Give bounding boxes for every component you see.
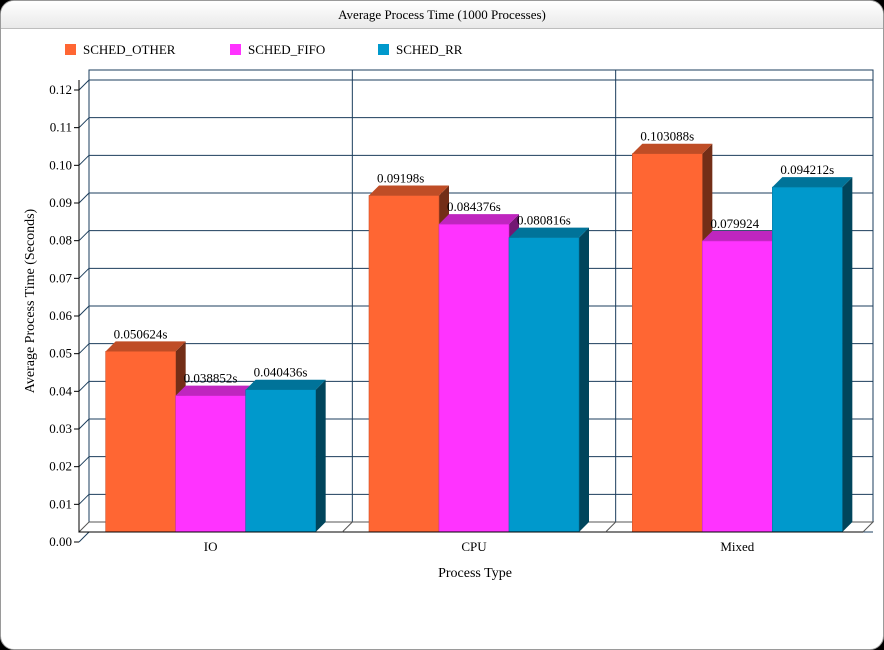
bars — [105, 143, 853, 533]
bar-sched-rr-cpu — [508, 237, 580, 533]
y-tick-label: 0.04 — [49, 383, 72, 398]
bar-sched-other-mixed — [632, 153, 703, 533]
data-label: 0.084376s — [447, 199, 501, 214]
y-gridline-depth — [78, 79, 90, 91]
bar-sched-rr-io — [245, 389, 316, 533]
y-tick-label: 0.01 — [49, 496, 72, 511]
data-label: 0.079924 — [710, 216, 759, 231]
data-label: 0.103088s — [640, 129, 694, 144]
y-gridline-depth — [78, 267, 90, 279]
y-tick-label: 0.08 — [49, 233, 72, 248]
bar-top — [175, 385, 256, 396]
chart-title: Average Process Time (1000 Processes) — [1, 1, 883, 29]
bar-sched-other-io — [105, 351, 176, 533]
x-tick-label: IO — [204, 539, 218, 554]
y-gridline-depth — [78, 531, 90, 543]
y-gridline-depth — [78, 192, 90, 204]
data-label: 0.038852s — [184, 371, 238, 386]
bar-sched-fifo-mixed — [702, 240, 773, 533]
bar-side — [315, 379, 326, 532]
data-label: 0.09198s — [377, 171, 424, 186]
legend-swatch-sched-other — [65, 44, 76, 55]
y-gridline-depth — [78, 343, 90, 355]
bar-top — [509, 227, 589, 238]
bar-sched-fifo-cpu — [438, 223, 510, 533]
y-gridline-depth — [78, 456, 90, 468]
y-gridline-depth — [78, 154, 90, 166]
legend-label-sched-rr: SCHED_RR — [396, 42, 463, 57]
y-tick-label: 0.10 — [49, 157, 72, 172]
x-tick-label: CPU — [461, 539, 487, 554]
data-label: 0.094212s — [780, 162, 834, 177]
bar-top — [105, 341, 186, 352]
bar-top — [245, 379, 326, 390]
bar-side — [842, 177, 853, 532]
bar-side — [579, 227, 589, 532]
y-tick-label: 0.05 — [49, 346, 72, 361]
data-label: 0.050624s — [114, 326, 168, 341]
y-gridline-depth — [78, 380, 90, 392]
bar-sched-rr-mixed — [772, 186, 843, 533]
x-axis-title: Process Type — [438, 566, 512, 581]
bar-top — [702, 230, 783, 241]
x-category-divider — [341, 521, 353, 533]
legend-label-sched-fifo: SCHED_FIFO — [248, 42, 326, 57]
y-gridline-depth — [78, 418, 90, 430]
bar-top — [369, 185, 449, 196]
bar-top — [439, 214, 519, 225]
y-tick-label: 0.09 — [49, 195, 72, 210]
legend-swatch-sched-rr — [378, 44, 389, 55]
y-tick-label: 0.06 — [49, 308, 72, 323]
axes: 0.00 0.01 0.02 0.03 0.04 0.05 0.06 0.07 0.08 0.09… — [49, 80, 863, 554]
legend-swatch-sched-fifo — [230, 44, 241, 55]
legend-label-sched-other: SCHED_OTHER — [83, 42, 176, 57]
x-tick-label: Mixed — [720, 539, 754, 554]
data-label: 0.040436s — [254, 365, 308, 380]
y-gridline-depth — [78, 493, 90, 505]
bar-top — [632, 143, 713, 154]
y-tick-label: 0.07 — [49, 270, 72, 285]
y-tick-label: 0.03 — [49, 421, 72, 436]
y-gridline-depth — [78, 305, 90, 317]
y-gridline-depth — [78, 230, 90, 242]
x-category-divider — [605, 521, 617, 533]
data-labels: 0.050624s 0.038852s 0.040436s 0.09198s 0.084… — [114, 129, 834, 386]
y-tick-label: 0.11 — [50, 120, 72, 135]
y-axis-title: Average Process Time (Seconds) — [23, 208, 38, 393]
y-tick-label: 0.00 — [49, 534, 72, 549]
bar-sched-other-cpu — [368, 195, 440, 533]
bar-sched-fifo-io — [175, 395, 246, 533]
data-label: 0.080816s — [517, 213, 571, 228]
y-tick-label: 0.12 — [49, 82, 72, 97]
y-tick-label: 0.02 — [49, 459, 72, 474]
y-gridline-depth — [78, 117, 90, 129]
bar-top — [772, 177, 853, 188]
